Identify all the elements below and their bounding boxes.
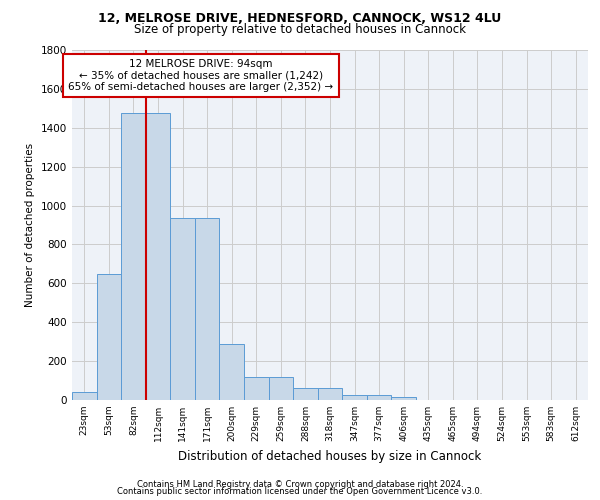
Bar [195, 218, 220, 400]
Bar [391, 397, 416, 400]
Bar [293, 388, 318, 400]
Bar [244, 376, 269, 400]
Text: Contains HM Land Registry data © Crown copyright and database right 2024.: Contains HM Land Registry data © Crown c… [137, 480, 463, 489]
Bar [146, 113, 170, 400]
Text: 12, MELROSE DRIVE, HEDNESFORD, CANNOCK, WS12 4LU: 12, MELROSE DRIVE, HEDNESFORD, CANNOCK, … [98, 12, 502, 26]
Y-axis label: Number of detached properties: Number of detached properties [25, 143, 35, 307]
Text: Contains public sector information licensed under the Open Government Licence v3: Contains public sector information licen… [118, 487, 482, 496]
Bar [170, 218, 195, 400]
Bar [72, 392, 97, 400]
Text: Size of property relative to detached houses in Cannock: Size of property relative to detached ho… [134, 22, 466, 36]
X-axis label: Distribution of detached houses by size in Cannock: Distribution of detached houses by size … [178, 450, 482, 462]
Bar [318, 388, 342, 400]
Bar [269, 376, 293, 400]
Bar [367, 395, 391, 400]
Bar [121, 113, 146, 400]
Bar [220, 344, 244, 400]
Bar [97, 274, 121, 400]
Bar [342, 395, 367, 400]
Text: 12 MELROSE DRIVE: 94sqm
← 35% of detached houses are smaller (1,242)
65% of semi: 12 MELROSE DRIVE: 94sqm ← 35% of detache… [68, 59, 334, 92]
